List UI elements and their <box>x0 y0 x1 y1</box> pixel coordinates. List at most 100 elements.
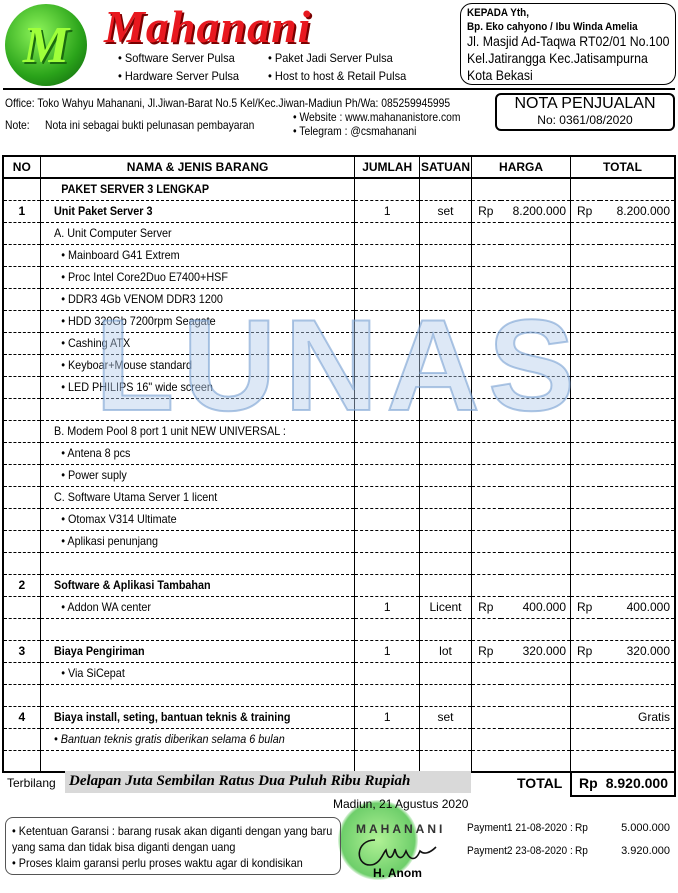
company-stamp <box>338 800 418 880</box>
price-currency <box>471 684 502 707</box>
item-name: Biaya Pengiriman <box>39 640 356 663</box>
table-row: PAKET SERVER 3 LENGKAP <box>2 178 676 201</box>
item-name <box>39 618 356 641</box>
total-currency <box>570 398 601 421</box>
item-qty: 1 <box>354 706 420 729</box>
item-total <box>600 442 676 465</box>
row-no: 3 <box>2 640 41 663</box>
total-currency <box>570 618 601 641</box>
price-currency <box>471 486 502 509</box>
service-item: • Host to host & Retail Pulsa <box>268 69 407 83</box>
item-price <box>501 266 572 289</box>
place-date: Madiun, 21 Agustus 2020 <box>333 797 469 811</box>
item-name-text: Software & Aplikasi Tambahan <box>53 578 211 592</box>
item-name: • Proc Intel Core2Duo E7400+HSF <box>39 266 356 289</box>
total-currency <box>570 662 601 685</box>
items-table: NO NAMA & JENIS BARANG JUMLAH SATUAN HAR… <box>2 155 676 773</box>
price-currency <box>471 530 502 553</box>
item-name-text: B. Modem Pool 8 port 1 unit NEW UNIVERSA… <box>53 424 286 438</box>
item-name-text: • Proc Intel Core2Duo E7400+HSF <box>60 270 228 284</box>
item-name: Unit Paket Server 3 <box>39 200 356 223</box>
row-no <box>2 178 41 201</box>
item-qty <box>354 618 420 641</box>
table-row: • Bantuan teknis gratis diberikan selama… <box>2 728 676 751</box>
row-no <box>2 442 41 465</box>
item-qty <box>354 750 420 773</box>
price-currency <box>471 244 502 267</box>
item-total <box>600 508 676 531</box>
row-no <box>2 464 41 487</box>
item-qty <box>354 244 420 267</box>
office-address: Office: Toko Wahyu Mahanani, Jl.Jiwan-Ba… <box>5 96 451 110</box>
item-unit: Licent <box>418 596 473 619</box>
table-row: • DDR3 4Gb VENOM DDR3 1200 <box>2 288 676 311</box>
row-no <box>2 266 41 289</box>
item-name-text: Biaya Pengiriman <box>53 644 145 658</box>
item-qty <box>354 486 420 509</box>
col-price: HARGA <box>471 155 571 179</box>
item-name <box>39 684 356 707</box>
row-no <box>2 420 41 443</box>
item-qty <box>354 684 420 707</box>
item-total <box>600 288 676 311</box>
item-qty <box>354 266 420 289</box>
item-name: • Power suply <box>39 464 356 487</box>
item-price: 320.000 <box>501 640 572 663</box>
total-currency <box>570 574 601 597</box>
item-price <box>501 442 572 465</box>
item-unit <box>418 288 473 311</box>
item-name-text: • Addon WA center <box>60 600 151 614</box>
item-name-text: • Antena 8 pcs <box>60 446 131 460</box>
item-name-text: • Via SiCepat <box>60 666 125 680</box>
item-price <box>501 178 572 201</box>
row-no <box>2 310 41 333</box>
item-price <box>501 552 572 575</box>
terbilang-label: Terbilang <box>7 776 56 790</box>
row-no: 4 <box>2 706 41 729</box>
price-currency <box>471 222 502 245</box>
item-name: PAKET SERVER 3 LENGKAP <box>39 178 356 201</box>
item-name: • Mainboard G41 Extrem <box>39 244 356 267</box>
row-no: 1 <box>2 200 41 223</box>
item-total <box>600 530 676 553</box>
total-currency <box>570 332 601 355</box>
total-currency <box>570 464 601 487</box>
grand-total-box: Rp 8.920.000 <box>570 771 676 797</box>
recipient-address: Jl. Masjid Ad-Taqwa RT02/01 No.100 <box>467 33 670 49</box>
recipient-box: KEPADA Yth, Bp. Eko cahyono / Ibu Winda … <box>460 3 676 85</box>
item-price <box>501 244 572 267</box>
table-row: 3 Biaya Pengiriman 1 lot Rp 320.000 Rp 320.000 <box>2 640 676 663</box>
item-name-text: • Mainboard G41 Extrem <box>60 248 180 262</box>
recipient-address: Kel.Jatirangga Kec.Jatisampurna <box>467 50 648 66</box>
item-unit: lot <box>418 640 473 663</box>
table-row: • Via SiCepat <box>2 662 676 685</box>
row-no <box>2 398 41 421</box>
total-currency <box>570 442 601 465</box>
item-total <box>600 398 676 421</box>
item-qty: 1 <box>354 640 420 663</box>
item-name-text: • HDD 320Gb 7200rpm Seagate <box>60 314 216 328</box>
row-no <box>2 662 41 685</box>
payment-amount: 3.920.000 <box>621 845 670 857</box>
item-unit <box>418 332 473 355</box>
item-price <box>501 398 572 421</box>
item-qty <box>354 574 420 597</box>
item-total <box>600 354 676 377</box>
row-no <box>2 332 41 355</box>
item-name-text: A. Unit Computer Server <box>53 226 172 240</box>
item-price <box>501 508 572 531</box>
item-total <box>600 750 676 773</box>
item-price <box>501 310 572 333</box>
col-total: TOTAL <box>570 155 676 179</box>
total-currency <box>570 728 601 751</box>
item-name: A. Unit Computer Server <box>39 222 356 245</box>
item-price: 8.200.000 <box>501 200 572 223</box>
item-unit <box>418 464 473 487</box>
item-name: • Otomax V314 Ultimate <box>39 508 356 531</box>
item-total: 320.000 <box>600 640 676 663</box>
item-name: B. Modem Pool 8 port 1 unit NEW UNIVERSA… <box>39 420 356 443</box>
item-name-text: • Otomax V314 Ultimate <box>60 512 177 526</box>
total-currency <box>570 288 601 311</box>
item-total <box>600 464 676 487</box>
table-row: • Aplikasi penunjang <box>2 530 676 553</box>
